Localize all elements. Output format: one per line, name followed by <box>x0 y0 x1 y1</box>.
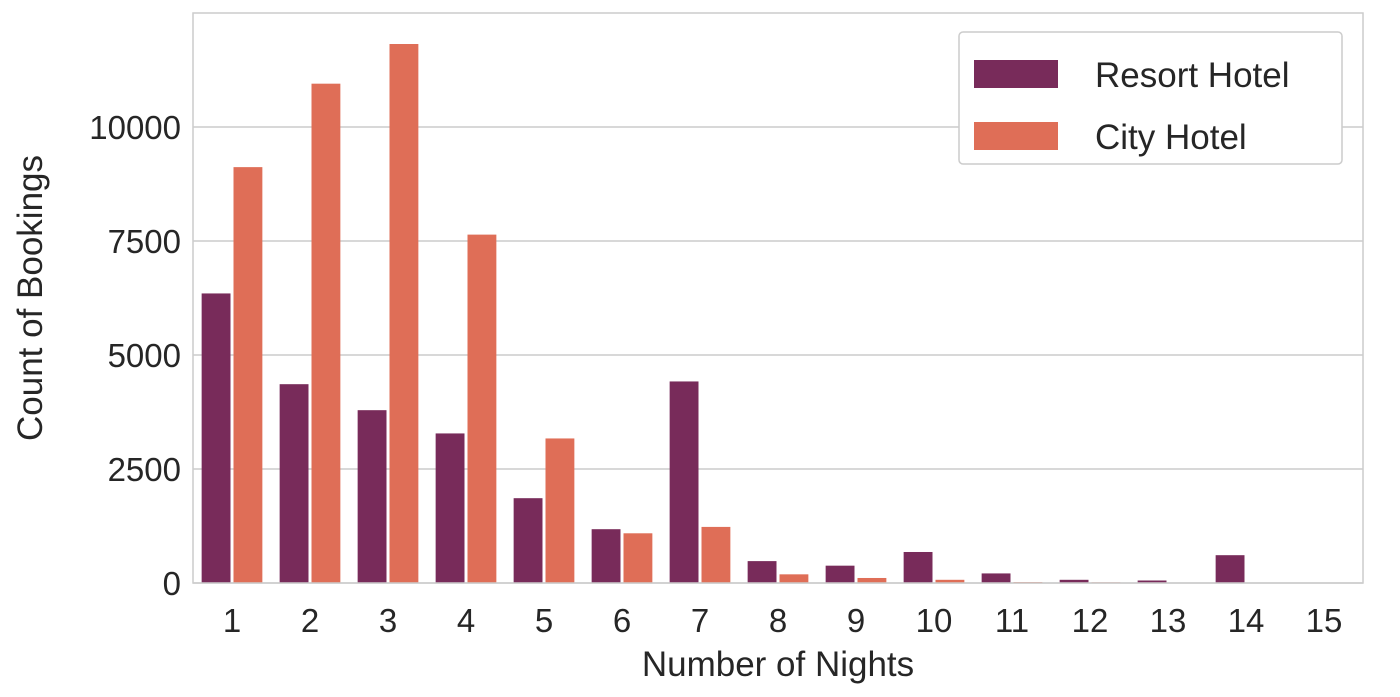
x-tick-label: 15 <box>1306 602 1343 639</box>
legend-label-resort-hotel: Resort Hotel <box>1095 56 1290 95</box>
plot-frame <box>192 12 1364 584</box>
bar-resort-hotel-2 <box>279 384 309 583</box>
x-tick-label: 9 <box>847 602 865 639</box>
bar-resort-hotel-4 <box>435 433 465 583</box>
x-tick-label: 3 <box>379 602 397 639</box>
x-tick-label: 11 <box>995 602 1029 639</box>
y-axis-label: Count of Bookings <box>11 155 50 441</box>
x-tick-label: 7 <box>691 602 709 639</box>
bar-city-hotel-7 <box>701 526 731 583</box>
x-tick-label: 2 <box>301 602 319 639</box>
y-tick-label: 2500 <box>108 451 181 488</box>
y-tick-label: 10000 <box>89 109 181 146</box>
x-tick-label: 5 <box>535 602 553 639</box>
y-tick-label: 7500 <box>108 223 181 260</box>
bar-resort-hotel-3 <box>357 410 387 583</box>
legend-swatch-city-hotel <box>974 122 1058 150</box>
bar-city-hotel-8 <box>779 574 809 583</box>
bar-city-hotel-1 <box>233 167 263 584</box>
y-tick-label: 5000 <box>108 337 181 374</box>
x-tick-label: 10 <box>916 602 953 639</box>
bar-resort-hotel-12 <box>1059 579 1089 583</box>
x-tick-labels: 1 2 3 4 5 6 7 8 9 10 11 12 13 14 15 <box>223 602 1343 639</box>
x-tick-label: 14 <box>1228 602 1265 639</box>
x-tick-label: 13 <box>1150 602 1187 639</box>
x-tick-label: 4 <box>457 602 475 639</box>
legend-swatch-resort-hotel <box>974 60 1058 88</box>
x-tick-label: 12 <box>1072 602 1109 639</box>
bar-resort-hotel-10 <box>903 551 933 583</box>
bar-resort-hotel-6 <box>591 529 621 583</box>
x-tick-label: 8 <box>769 602 787 639</box>
bar-resort-hotel-5 <box>513 498 543 583</box>
x-tick-label: 6 <box>613 602 631 639</box>
bar-resort-hotel-11 <box>981 573 1011 583</box>
bar-city-hotel-5 <box>545 438 575 583</box>
bar-city-hotel-2 <box>311 83 341 584</box>
bar-resort-hotel-9 <box>825 565 855 583</box>
legend-label-city-hotel: City Hotel <box>1095 118 1247 157</box>
legend: Resort Hotel City Hotel <box>958 31 1343 165</box>
x-axis-label: Number of Nights <box>642 645 914 684</box>
bar-city-hotel-3 <box>389 44 419 584</box>
bar-resort-hotel-7 <box>669 381 699 583</box>
bar-city-hotel-10 <box>935 579 965 583</box>
bar-resort-hotel-8 <box>747 561 777 583</box>
bar-resort-hotel-1 <box>201 293 231 583</box>
y-tick-label: 0 <box>163 565 181 602</box>
bars <box>201 44 1277 584</box>
bar-city-hotel-4 <box>467 234 497 583</box>
bar-city-hotel-9 <box>857 577 887 583</box>
x-tick-label: 1 <box>223 602 241 639</box>
bar-resort-hotel-13 <box>1137 580 1167 583</box>
bar-city-hotel-6 <box>623 533 653 583</box>
bar-resort-hotel-14 <box>1215 555 1245 583</box>
y-tick-labels: 0 2500 5000 7500 10000 <box>89 109 181 602</box>
